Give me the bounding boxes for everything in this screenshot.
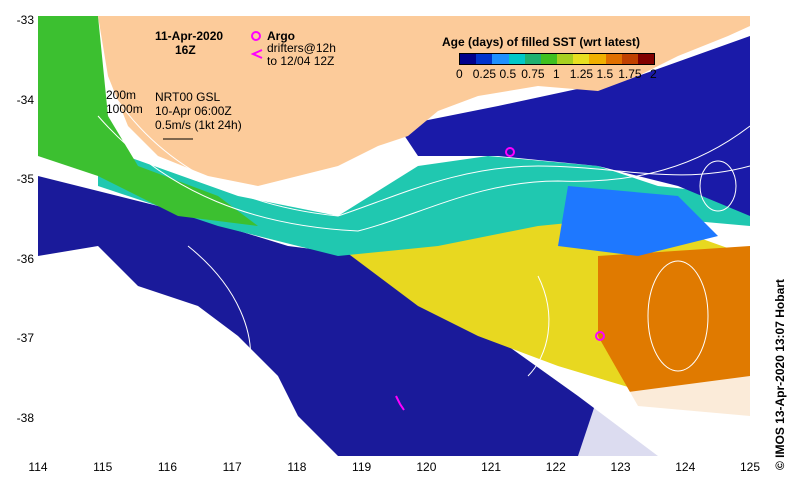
latitude-tick-label: -38 (16, 411, 34, 425)
drifter-legend-line2: to 12/04 12Z (267, 54, 335, 68)
colorbar-tick-label: 1.75 (618, 67, 642, 81)
no-data-southeast (578, 376, 750, 456)
colorbar-tick-label: 0 (456, 67, 463, 81)
mid-blue-patch (558, 186, 718, 256)
latitude-tick-label: -35 (16, 172, 34, 187)
longitude-tick-label: 118 (287, 460, 307, 474)
colorbar-title: Age (days) of filled SST (wrt latest) (442, 35, 641, 49)
product-name: NRT00 GSL (155, 90, 221, 104)
argo-float-marker (505, 147, 515, 157)
map-frame: 11-Apr-2020 16Z Argo drifters@12h to 12/… (38, 16, 750, 456)
longitude-tick-label: 115 (93, 460, 113, 474)
longitude-tick-label: 125 (739, 460, 761, 474)
colorbar-segment (605, 54, 622, 64)
colorbar-segment (492, 54, 509, 64)
colorbar-tick-label: 1.25 (569, 67, 594, 81)
northeast-deep-blue (398, 36, 750, 216)
shelf-cyan-band (98, 146, 750, 256)
colorbar-segment (508, 54, 525, 64)
colorbar-segment (476, 54, 493, 64)
colorbar-tick-label: 2 (650, 67, 657, 81)
argo-legend-icon (251, 31, 261, 41)
velocity-scale-label: 0.5m/s (1kt 24h) (155, 118, 242, 132)
contour-1000-label: 1000m (106, 102, 143, 116)
eddy-contour (699, 160, 737, 212)
colorbar-tick-label: 0.25 (472, 67, 497, 81)
colorbar-tick-label: 0.5 (499, 67, 517, 81)
northwest-green-shelf (38, 16, 258, 226)
east-orange-region (598, 246, 750, 416)
longitude-tick-label: 122 (545, 460, 566, 474)
colorbar-tick-label: 1 (553, 67, 560, 81)
sst-age-map (38, 16, 750, 456)
colorbar-segment (557, 54, 574, 64)
longitude-tick-label: 123 (610, 460, 631, 474)
longitude-tick-label: 124 (675, 460, 696, 474)
colorbar-segment (589, 54, 606, 64)
product-time: 10-Apr 06:00Z (155, 104, 232, 118)
colorbar-segment (573, 54, 590, 64)
latitude-tick-label: -33 (16, 13, 34, 27)
latitude-tick-label: -37 (16, 331, 34, 346)
no-data-west (38, 246, 338, 456)
contour-line (97, 115, 750, 232)
colorbar-segment (460, 54, 477, 64)
longitude-tick-label: 114 (28, 460, 48, 474)
map-hour-title: 16Z (175, 43, 196, 57)
map-date-title: 11-Apr-2020 (155, 29, 224, 43)
colorbar-segment (540, 54, 558, 64)
longitude-tick-label: 119 (352, 460, 372, 474)
longitude-tick-label: 116 (157, 460, 178, 474)
longitude-tick-label: 120 (416, 460, 437, 474)
colorbar-segment (637, 54, 654, 64)
drifter-track (395, 395, 405, 411)
eddy-contour (647, 260, 709, 372)
latitude-tick-label: -34 (16, 92, 34, 107)
contour-200-label: 200m (106, 88, 137, 102)
colorbar-tick-label: 1.5 (596, 67, 614, 81)
drifter-legend-line1: drifters@12h (267, 41, 336, 55)
latitude-tick-label: -36 (16, 251, 34, 266)
colorbar-segment (621, 54, 638, 64)
longitude-tick-label: 117 (222, 460, 242, 474)
colorbar-segment (524, 54, 541, 64)
argo-legend-label: Argo (267, 29, 295, 43)
contour-line (107, 85, 750, 217)
longitude-tick-label: 121 (481, 460, 502, 474)
colorbar-tick-label: 0.75 (521, 67, 545, 81)
imos-credit: © IMOS 13-Apr-2020 13:07 Hobart (773, 279, 787, 470)
contour-line (527, 275, 550, 377)
colorbar (459, 53, 655, 65)
drifter-legend-icon (250, 49, 263, 59)
argo-float-marker (595, 331, 605, 341)
contour-line (187, 245, 251, 377)
